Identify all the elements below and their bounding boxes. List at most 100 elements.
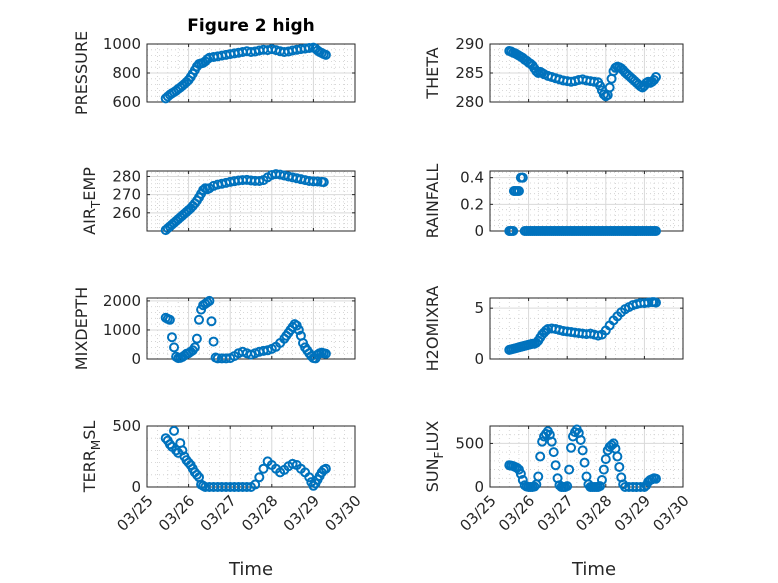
y-axis-label: TERRMSL: [80, 421, 103, 494]
major-grid: [490, 426, 683, 487]
y-tick-label: 500: [112, 417, 141, 435]
y-tick-label: 280: [112, 167, 141, 185]
y-tick-label: 285: [455, 64, 484, 82]
data-point: [254, 472, 265, 483]
series-markers: [160, 425, 331, 492]
data-point: [169, 425, 180, 436]
y-axis-label: PRESSURE: [72, 31, 91, 115]
y-tick-label: 0.4: [460, 169, 484, 187]
data-point: [164, 314, 175, 325]
data-point: [596, 475, 607, 486]
x-tick-label: 03/30: [321, 492, 364, 535]
x-tick-label: 03/27: [534, 492, 577, 535]
y-tick-label: 500: [455, 434, 484, 452]
data-point: [537, 436, 548, 447]
data-point: [515, 468, 526, 479]
y-tick-label: 290: [455, 35, 484, 53]
data-point: [513, 186, 524, 196]
data-point: [508, 226, 519, 236]
data-point: [577, 445, 588, 456]
data-point: [614, 461, 625, 472]
data-point: [598, 464, 609, 475]
data-point: [635, 482, 646, 492]
y-tick-label: 5: [474, 299, 484, 317]
data-point: [650, 473, 661, 484]
y-tick-label: 2000: [103, 292, 141, 310]
y-axis-label: AIRTEMP: [80, 167, 103, 235]
series-markers: [160, 295, 331, 364]
data-point: [250, 479, 261, 490]
y-axis-label: THETA: [423, 47, 442, 99]
subplot-theta: 280 285 290 THETA: [423, 35, 684, 111]
minor-grid: [147, 426, 355, 487]
data-point: [194, 314, 204, 325]
series-markers: [504, 172, 661, 236]
major-grid: [490, 171, 683, 231]
data-point: [166, 332, 177, 343]
data-point: [595, 481, 606, 492]
data-point: [258, 463, 269, 474]
data-point: [564, 464, 575, 475]
x-tick-label: 03/25: [456, 492, 499, 535]
data-point: [191, 333, 202, 344]
y-tick-label: 0.2: [460, 195, 484, 213]
x-axis-label-right: Time: [571, 559, 616, 580]
subplot-rainfall: 0 0.2 0.4 RAINFALL: [423, 164, 684, 240]
data-point: [535, 451, 546, 462]
data-point: [600, 454, 611, 465]
data-point: [204, 295, 215, 306]
data-point: [548, 447, 559, 458]
data-point: [171, 445, 182, 456]
x-tick-label: 03/28: [238, 492, 281, 535]
y-axis-label: RAINFALL: [423, 164, 442, 239]
data-point: [198, 185, 209, 196]
data-point: [598, 89, 609, 100]
subplot-mixdepth: 0 1000 2000 MIXDEPTH: [72, 287, 356, 370]
data-point: [595, 80, 606, 91]
y-tick-label: 800: [112, 64, 141, 82]
y-tick-label: 0: [131, 350, 141, 368]
data-point: [650, 226, 661, 236]
data-point: [533, 471, 544, 482]
data-point: [540, 325, 551, 336]
series-markers: [504, 45, 661, 102]
figure-title: Figure 2 high: [187, 16, 315, 36]
x-tick-label: 03/30: [649, 492, 692, 535]
y-tick-label: 270: [112, 186, 141, 204]
data-point: [164, 439, 175, 450]
y-tick-label: 0: [131, 478, 141, 496]
data-point: [208, 336, 219, 347]
y-tick-label: 600: [112, 93, 141, 111]
data-point: [191, 469, 202, 480]
data-point: [566, 442, 577, 453]
y-tick-label: 280: [455, 93, 484, 111]
series-markers: [160, 169, 329, 236]
x-tick-label: 03/26: [495, 492, 538, 535]
y-tick-label: 0: [474, 222, 484, 240]
data-point: [579, 457, 590, 468]
x-tick-label: 03/27: [197, 492, 240, 535]
data-point: [562, 481, 573, 492]
x-tick-label: 03/25: [113, 492, 156, 535]
y-axis-label: SUNFLUX: [423, 421, 446, 493]
data-point: [604, 82, 615, 93]
data-point: [318, 177, 329, 188]
data-point: [575, 434, 586, 445]
data-point: [529, 481, 540, 492]
series-markers: [504, 424, 661, 492]
x-tick-label: 03/29: [611, 492, 654, 535]
y-axis-label: H2OMIXRA: [423, 286, 442, 372]
data-point: [608, 438, 619, 449]
subplot-pressure: 600 800 1000 PRESSURE: [72, 31, 356, 115]
y-tick-label: 1000: [103, 321, 141, 339]
data-point: [320, 348, 331, 359]
data-point: [612, 451, 623, 462]
y-tick-label: 0: [474, 350, 484, 368]
data-point: [206, 316, 217, 327]
data-point: [189, 342, 200, 353]
